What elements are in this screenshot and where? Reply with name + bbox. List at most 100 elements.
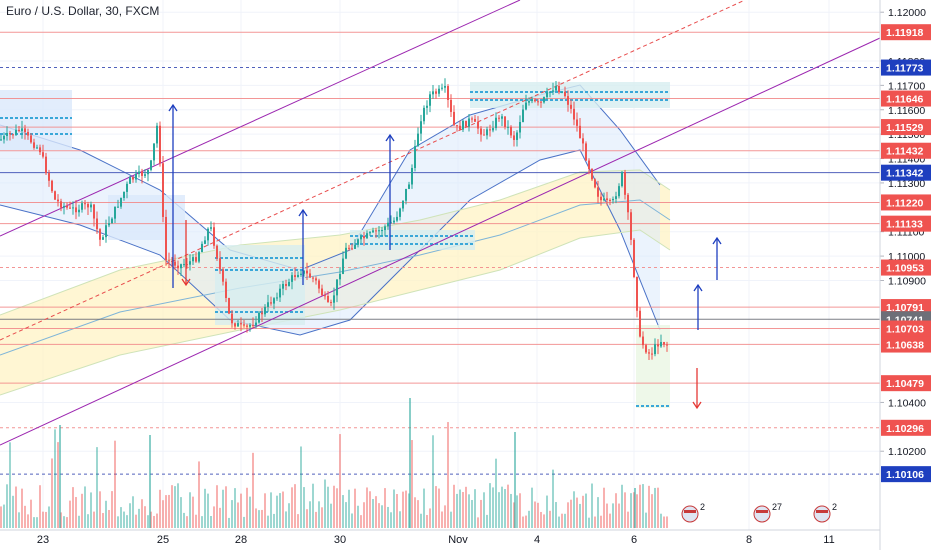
volume-bar: [474, 489, 476, 528]
candle-body: [360, 235, 362, 240]
candle-body: [645, 345, 647, 353]
candle-body: [252, 324, 254, 326]
volume-bar: [219, 507, 221, 528]
candle-body: [552, 90, 554, 92]
candle-body: [444, 86, 446, 88]
candle-body: [9, 133, 11, 135]
volume-bar: [195, 514, 197, 528]
chart-title: Euro / U.S. Dollar, 30, FXCM: [6, 4, 160, 18]
candle-body: [441, 87, 443, 89]
candle-body: [489, 129, 491, 131]
volume-bar: [192, 496, 194, 528]
volume-bar: [546, 495, 548, 528]
volume-bar: [396, 494, 398, 528]
candle-body: [447, 86, 449, 100]
candle-body: [387, 222, 389, 227]
candle-body: [315, 278, 317, 281]
volume-bar: [405, 490, 407, 528]
price-label-box: [881, 259, 931, 276]
candle-body: [102, 237, 104, 240]
candle-body: [285, 283, 287, 286]
candle-body: [456, 125, 458, 127]
volume-bar: [99, 491, 101, 528]
candle-body: [126, 183, 128, 192]
candle-body: [480, 128, 482, 135]
volume-bar: [324, 479, 326, 528]
candle-body: [57, 199, 59, 202]
volume-bar: [12, 495, 14, 528]
volume-bar: [567, 502, 569, 528]
price-label: 1.11646: [886, 94, 924, 106]
candle-body: [486, 129, 488, 136]
volume-bar: [468, 494, 470, 528]
volume-bar: [429, 508, 431, 528]
candle-body: [228, 298, 230, 314]
x-tick-label: 11: [823, 534, 834, 546]
candle-body: [39, 147, 41, 153]
candle-body: [510, 126, 512, 136]
volume-bar: [597, 497, 599, 528]
candle-body: [222, 269, 224, 282]
ma-line: [0, 149, 661, 336]
price-label: 1.11220: [886, 197, 924, 209]
price-label-box: [881, 336, 931, 353]
candle-body: [225, 281, 227, 299]
candle-body: [105, 225, 107, 238]
volume-bar: [639, 484, 641, 528]
volume-bar: [531, 487, 533, 528]
volume-bar: [636, 494, 638, 528]
candle-body: [72, 207, 74, 209]
candle-body: [132, 177, 134, 180]
candle-body: [630, 212, 632, 240]
volume-bar: [81, 493, 83, 528]
candle-body: [207, 228, 209, 241]
volume-bar: [420, 513, 422, 528]
candle-body: [402, 200, 404, 209]
candle-body: [27, 131, 29, 136]
ma-line: [0, 199, 671, 356]
candle-body: [639, 310, 641, 337]
price-label-box: [881, 194, 931, 211]
arrow-head: [693, 283, 703, 292]
volume-bar: [387, 506, 389, 528]
volume-bar: [225, 486, 227, 528]
x-tick-label: 8: [746, 534, 752, 546]
volume-bar: [345, 502, 347, 528]
candle-body: [531, 99, 533, 102]
volume-bar: [654, 487, 656, 528]
volume-bar: [666, 516, 668, 528]
volume-bar: [288, 503, 290, 528]
volume-bar: [426, 514, 428, 528]
candle-body: [168, 260, 170, 262]
candle-body: [159, 125, 161, 164]
candle-body: [54, 191, 56, 200]
candle-body: [60, 201, 62, 208]
candle-body: [267, 302, 269, 307]
candle-body: [657, 344, 659, 347]
candle-body: [33, 142, 35, 148]
volume-bar: [585, 493, 587, 528]
volume-bar: [492, 487, 494, 528]
volume-bar: [603, 487, 605, 528]
y-tick-label: 1.12000: [888, 7, 926, 19]
volume-bar: [354, 488, 356, 528]
volume-bar: [570, 499, 572, 528]
candle-body: [237, 323, 239, 327]
candle-body: [483, 134, 485, 136]
volume-bar: [42, 511, 44, 528]
candle-body: [234, 323, 236, 327]
volume-bar: [18, 512, 20, 528]
candle-body: [312, 277, 314, 279]
volume-bar: [486, 514, 488, 528]
volume-bar: [189, 492, 191, 528]
candle-body: [99, 229, 101, 240]
candle-body: [564, 91, 566, 97]
candle-body: [624, 171, 626, 195]
volume-bar: [39, 485, 41, 528]
candle-body: [195, 257, 197, 262]
volume-bar: [216, 485, 218, 528]
candle-body: [12, 134, 14, 136]
candle-body: [393, 220, 395, 223]
volume-bar: [432, 435, 434, 528]
